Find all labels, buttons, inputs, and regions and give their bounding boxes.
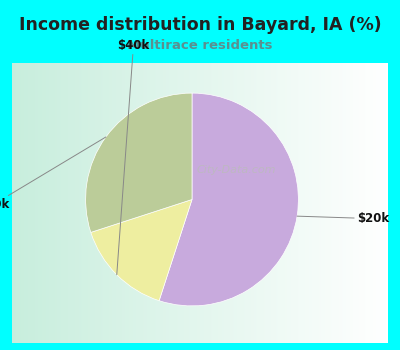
Text: $20k: $20k (297, 212, 389, 225)
Text: $40k: $40k (117, 39, 150, 275)
Wedge shape (91, 199, 192, 301)
Text: City-Data.com: City-Data.com (197, 165, 276, 175)
Text: Multirace residents: Multirace residents (127, 38, 273, 52)
Text: Income distribution in Bayard, IA (%): Income distribution in Bayard, IA (%) (19, 16, 381, 34)
Wedge shape (159, 93, 298, 306)
Text: $60k: $60k (0, 137, 106, 211)
Wedge shape (86, 93, 192, 232)
